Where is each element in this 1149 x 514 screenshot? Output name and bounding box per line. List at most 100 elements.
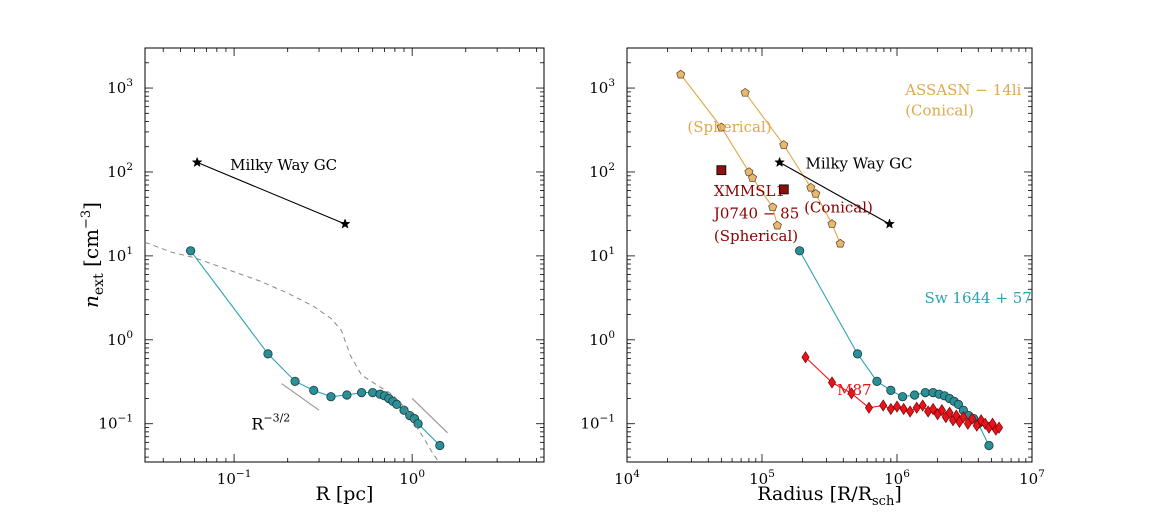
right-series-assasn-14li-conical xyxy=(740,87,845,248)
right-m87-point-14 xyxy=(937,404,946,417)
left-sw-1644-57-point-5 xyxy=(342,390,352,400)
right-sw-1644-57-point-2 xyxy=(872,376,882,386)
right-series-xmmsl1-j0740-85 xyxy=(716,165,789,195)
right-y-tick-label-0: 100 xyxy=(589,329,615,349)
left-series-milky-way-gc xyxy=(191,156,351,229)
right-assasn-14li-spherical-point-5 xyxy=(772,220,782,230)
right-sw-1644-57-point-6 xyxy=(920,387,930,398)
right-m87-point-12 xyxy=(929,402,938,416)
left-sw-1644-57-point-12 xyxy=(392,399,402,409)
right-label-conical-1: (Conical) xyxy=(905,102,974,120)
right-x-tick-label-7: 107 xyxy=(1019,468,1045,488)
left-milky-way-gc-line xyxy=(196,161,346,225)
left-sw-1644-57-point-6 xyxy=(356,387,367,398)
right-assasn-14li-conical-point-0 xyxy=(740,87,750,97)
right-sw-1644-57-point-1 xyxy=(852,349,863,359)
left-x-tick-label-1: 10−1 xyxy=(217,468,252,488)
right-y-tick-label-1: 101 xyxy=(589,245,615,265)
left-tick-marks xyxy=(145,47,544,462)
right-label-spherical-2: (Spherical) xyxy=(687,118,771,136)
right-m87-point-20 xyxy=(959,410,968,424)
right-assasn-14li-conical-point-4 xyxy=(827,219,837,228)
right-assasn-14li-conical-point-5 xyxy=(835,238,845,248)
right-series-assasn-14li-spherical xyxy=(676,69,782,230)
left-x-axis-label: R [pc] xyxy=(316,483,374,505)
right-tick-marks xyxy=(626,47,1033,462)
left-sw-1644-57-point-0 xyxy=(186,246,196,256)
right-assasn-14li-spherical-point-2 xyxy=(744,167,754,176)
left-plot-area xyxy=(145,156,445,462)
left-sw-1644-57-point-3 xyxy=(309,385,319,395)
right-m87-point-10 xyxy=(918,399,927,412)
right-xmmsl1-j0740-85-point-1 xyxy=(778,184,789,195)
right-m87-point-7 xyxy=(899,402,908,416)
right-assasn-14li-spherical-point-0 xyxy=(676,69,686,79)
left-y-tick-label-1: 101 xyxy=(107,245,133,265)
right-plot-area xyxy=(676,69,1004,451)
left-milky-way-gc-point-1 xyxy=(339,218,351,229)
right-milky-way-gc-point-0 xyxy=(774,156,786,168)
left-milky-way-gc-point-0 xyxy=(191,156,203,168)
right-label-j0740-85-5: J0740 − 85 xyxy=(712,204,799,222)
right-series-milky-way-gc xyxy=(774,156,895,229)
right-m87-point-29 xyxy=(995,421,1004,434)
right-m87-point-16 xyxy=(945,406,954,419)
right-milky-way-gc-line xyxy=(779,161,890,225)
right-assasn-14li-conical-point-1 xyxy=(779,140,789,149)
right-label-spherical-6: (Spherical) xyxy=(714,227,798,245)
right-m87-point-4 xyxy=(879,399,888,412)
right-series-m87 xyxy=(801,351,1004,436)
left-sw-1644-57-point-17 xyxy=(435,440,445,451)
right-assasn-14li-spherical-point-3 xyxy=(747,173,757,182)
right-xmmsl1-j0740-85-point-0 xyxy=(716,165,727,176)
right-label-sw-1644-57-8: Sw 1644 + 57 xyxy=(925,289,1032,307)
left-series-sw-1644-57 xyxy=(186,246,445,451)
right-m87-point-0 xyxy=(801,351,810,364)
right-label-conical-7: (Conical) xyxy=(804,198,873,216)
right-x-tick-label-6: 106 xyxy=(884,468,910,488)
left-sw-1644-57-point-16 xyxy=(413,419,423,429)
right-sw-1644-57-point-4 xyxy=(897,392,908,402)
left-slope-guide-1 xyxy=(411,398,448,434)
left-sw-1644-57-point-2 xyxy=(290,376,300,386)
right-assasn-14li-spherical-point-1 xyxy=(716,122,726,132)
right-sw-1644-57-point-3 xyxy=(886,385,896,395)
right-m87-point-2 xyxy=(847,387,856,400)
left-slope-guide-0 xyxy=(281,383,320,411)
left-sw-1644-57-point-1 xyxy=(263,349,273,359)
right-sw-1644-57-point-17 xyxy=(984,440,994,451)
right-m87-point-1 xyxy=(827,376,837,389)
right-axes-frame xyxy=(626,47,1033,463)
right-y-tick-label-3: 103 xyxy=(589,77,615,97)
right-m87-point-23 xyxy=(972,419,981,432)
right-x-axis-label: Radius [R/Rsch] xyxy=(757,483,902,509)
right-m87-point-5 xyxy=(886,402,895,416)
left-y-tick-label-3: 103 xyxy=(107,77,133,97)
right-sw-1644-57-point-0 xyxy=(795,246,805,256)
right-label-milky-way-gc-3: Milky Way GC xyxy=(805,154,912,172)
right-y-tick-label-2: 102 xyxy=(589,161,615,181)
right-assasn-14li-conical-point-3 xyxy=(811,189,821,198)
right-sw-1644-57-point-5 xyxy=(909,390,920,400)
right-sw-1644-57-point-12 xyxy=(953,399,964,409)
left-sw-1644-57-point-4 xyxy=(326,392,336,402)
right-panel: 104 105 106 107 10−1 100 101 102 103 Radius [R/Rs… xyxy=(580,47,1045,509)
right-label-m87-9: M87 xyxy=(837,381,871,399)
left-slope-annotation: R−3/2 xyxy=(251,412,290,434)
right-m87-point-8 xyxy=(906,405,915,418)
right-m87-point-22 xyxy=(968,412,977,425)
left-y-axis-label: next [cm−3] xyxy=(79,202,107,308)
right-label-xmmsl1-4: XMMSL1 xyxy=(714,182,785,200)
right-label-assasn-14li-0: ASSASN − 14li xyxy=(904,81,1021,99)
left-y-tick-label-2: 102 xyxy=(107,161,133,181)
left-x-tick-label-0: 100 xyxy=(399,468,425,488)
right-y-tick-label-1: 10−1 xyxy=(580,413,615,433)
right-milky-way-gc-point-1 xyxy=(884,218,895,229)
right-m87-point-3 xyxy=(864,401,873,414)
right-assasn-14li-spherical-point-4 xyxy=(768,202,778,212)
right-assasn-14li-conical-point-2 xyxy=(806,182,816,192)
left-milky-way-gc-label: Milky Way GC xyxy=(230,156,337,174)
left-panel: 10−1 100 10−1 100 101 102 103 R [pc] next [cm−3]… xyxy=(79,47,545,505)
